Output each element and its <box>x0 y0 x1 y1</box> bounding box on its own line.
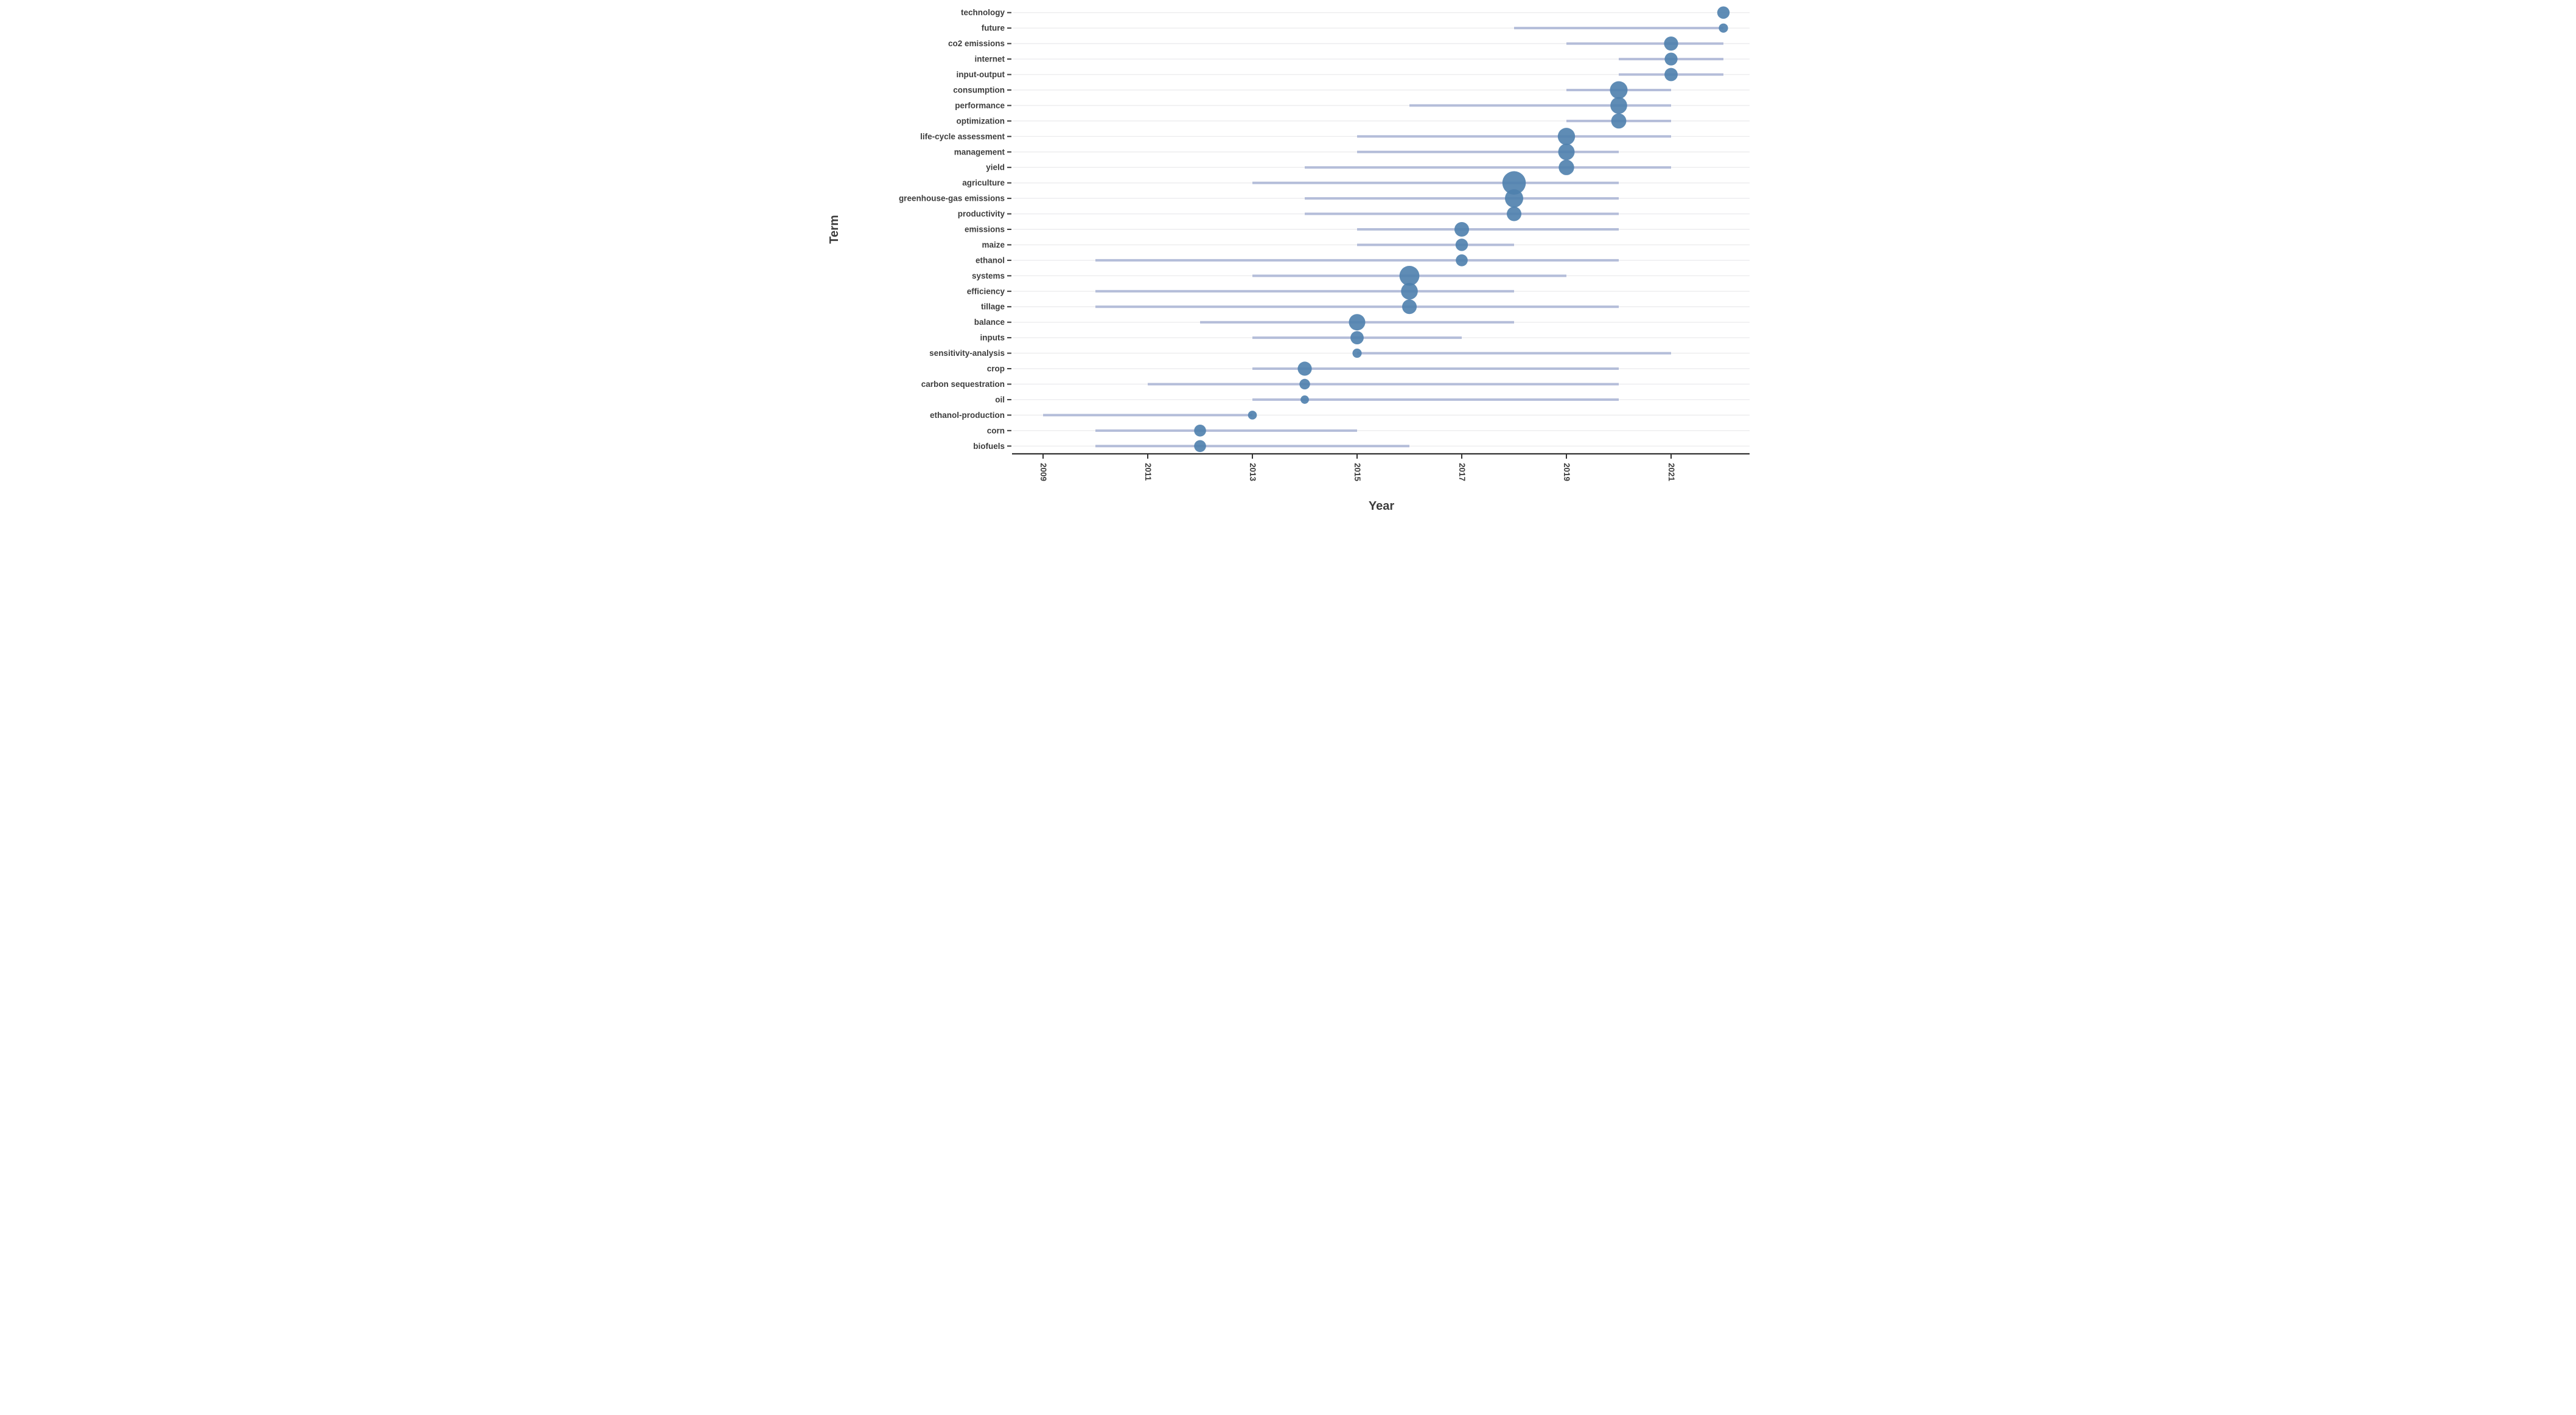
term-bubble <box>1349 314 1366 331</box>
y-axis-label: life-cycle assessment <box>920 132 1005 141</box>
y-axis-label: input-output <box>956 70 1005 79</box>
y-axis-label: inputs <box>980 333 1005 342</box>
trend-topics-chart: technology future co2 emissions internet inp… <box>819 0 1757 515</box>
y-axis-label: optimization <box>956 116 1005 125</box>
trend-topics-plot: technology future co2 emissions internet inp… <box>828 6 1750 513</box>
y-axis-label: yield <box>986 163 1005 172</box>
y-axis-label: oil <box>995 395 1005 404</box>
term-bubble <box>1399 265 1419 286</box>
x-axis-label: 2015 <box>1353 463 1362 482</box>
term-bubble <box>1664 52 1678 66</box>
term-bubble <box>1401 299 1417 315</box>
y-axis-title: Term <box>828 215 841 243</box>
y-axis-label: corn <box>986 426 1004 435</box>
term-bubble <box>1300 395 1309 404</box>
term-bubble <box>1611 113 1626 129</box>
x-axis-title: Year <box>1368 499 1394 513</box>
term-bubble <box>1299 378 1310 390</box>
term-bubble <box>1350 331 1364 345</box>
x-axis-label: 2009 <box>1039 463 1048 481</box>
term-bubble <box>1193 425 1206 437</box>
term-bubble <box>1193 440 1206 453</box>
y-axis-label: co2 emissions <box>948 39 1004 48</box>
y-axis-label: efficiency <box>966 287 1005 296</box>
y-axis-label: consumption <box>953 85 1005 94</box>
y-axis-label: internet <box>974 55 1005 64</box>
y-axis-label: management <box>954 147 1005 156</box>
term-bubble <box>1610 81 1628 99</box>
x-axis-label: 2011 <box>1143 463 1153 481</box>
y-axis-label: ethanol-production <box>930 411 1005 420</box>
term-bubble <box>1297 361 1312 376</box>
x-axis-label: 2021 <box>1667 463 1676 482</box>
term-bubble <box>1717 6 1730 19</box>
y-axis-label: maize <box>982 240 1005 249</box>
y-axis-label: sensitivity-analysis <box>929 349 1005 358</box>
y-axis-label: tillage <box>980 302 1005 311</box>
x-axis-label: 2013 <box>1248 463 1257 482</box>
y-axis-label: agriculture <box>962 178 1005 187</box>
term-bubble <box>1248 411 1257 420</box>
term-bubble <box>1506 206 1521 221</box>
y-axis-label: ethanol <box>975 256 1004 265</box>
y-axis-label: future <box>981 24 1005 33</box>
y-axis-label: crop <box>986 364 1004 374</box>
term-bubble <box>1400 282 1418 300</box>
term-bubble <box>1502 171 1526 195</box>
y-axis-label: carbon sequestration <box>921 380 1004 389</box>
marks-layer <box>1042 6 1730 453</box>
y-axis-label: emissions <box>964 225 1004 234</box>
term-bubble <box>1558 159 1574 175</box>
term-bubble <box>1610 97 1627 114</box>
y-axis-label: technology <box>960 8 1004 17</box>
y-axis-label: systems <box>971 271 1004 280</box>
term-bubble <box>1454 222 1469 237</box>
x-axis-label: 2017 <box>1457 463 1467 481</box>
y-axis-label: greenhouse-gas emissions <box>898 194 1004 203</box>
y-axis-label: balance <box>974 318 1005 327</box>
y-labels-layer: technology future co2 emissions internet inp… <box>898 8 1011 451</box>
y-axis-label: productivity <box>957 209 1005 218</box>
term-bubble <box>1718 23 1728 33</box>
term-bubble <box>1557 128 1575 145</box>
term-bubble <box>1455 254 1468 266</box>
term-bubble <box>1455 238 1468 251</box>
term-bubble <box>1558 144 1575 161</box>
term-bubble <box>1663 37 1678 51</box>
term-bubble <box>1504 189 1523 208</box>
y-axis-label: performance <box>955 101 1005 110</box>
axes-layer <box>1011 453 1750 459</box>
y-axis-label: biofuels <box>973 442 1005 451</box>
x-axis-label: 2019 <box>1562 463 1571 481</box>
term-bubble <box>1352 348 1362 358</box>
x-labels-layer: 2009 2011 2013 2015 2017 2019 2021 <box>1039 463 1676 482</box>
term-bubble <box>1664 68 1678 82</box>
